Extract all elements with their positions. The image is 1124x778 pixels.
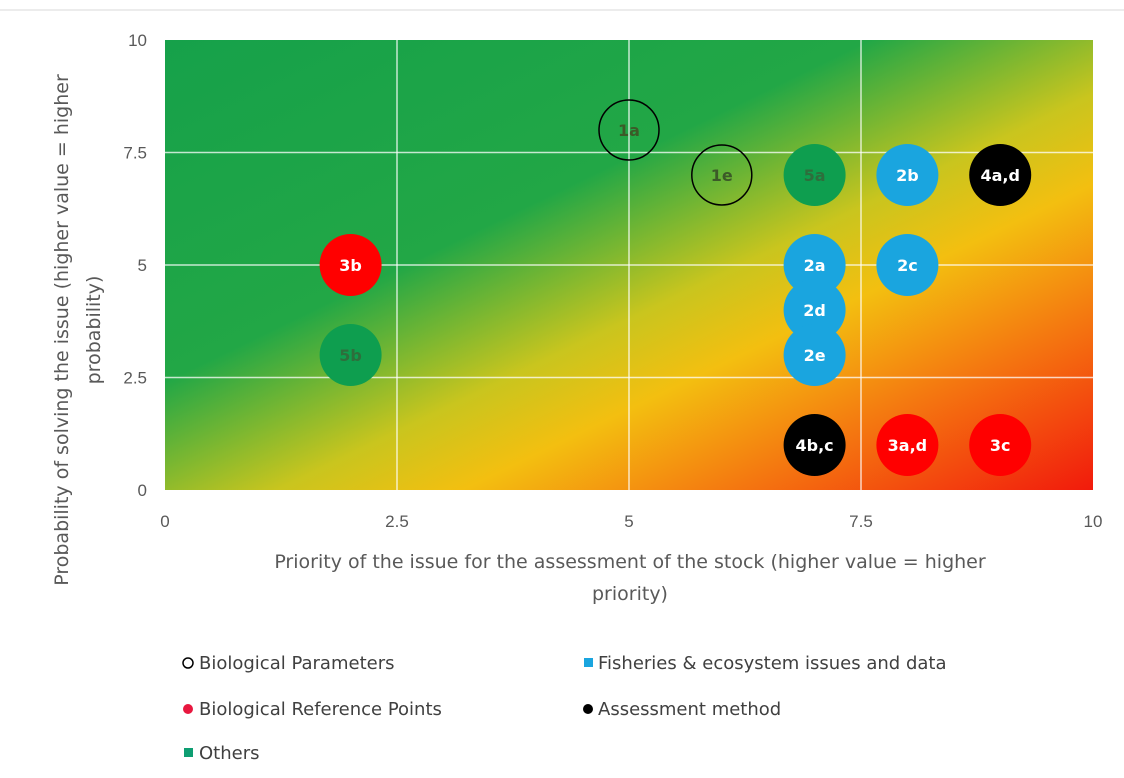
bubble-circle: [319, 234, 382, 296]
legend-label: Assessment method: [598, 699, 781, 720]
bubble-4ad: 4a,d: [969, 144, 1032, 206]
open-circle-icon: [182, 657, 194, 669]
bubble-label: 3a,d: [888, 436, 927, 455]
legend-label: Others: [199, 743, 260, 764]
bubble-2d: 2d: [783, 279, 846, 341]
bubble-3ad: 3a,d: [876, 414, 939, 476]
bubble-circle: [969, 144, 1032, 206]
bubble-label: 2d: [803, 301, 826, 320]
legend-item-assessment-method: Assessment method: [583, 699, 781, 720]
y-axis-title-line1: Probability of solving the issue (higher…: [51, 74, 73, 586]
bubble-circle: [969, 414, 1032, 476]
bubble-label: 5b: [339, 346, 362, 365]
bubble-circle: [783, 279, 846, 341]
bubble-label: 1a: [618, 121, 640, 140]
bubble-label: 2a: [804, 256, 826, 275]
bubble-1e: 1e: [691, 144, 753, 206]
legend-label: Fisheries & ecosystem issues and data: [598, 653, 947, 674]
bubble-circle: [876, 414, 939, 476]
bubble-5a: 5a: [783, 144, 846, 206]
bubble-circle: [783, 324, 846, 386]
bubble-2c: 2c: [876, 234, 939, 296]
bubble-circle: [876, 234, 939, 296]
blue-square-icon: [584, 658, 593, 667]
bubble-5b: 5b: [319, 324, 382, 386]
bubble-circle: [783, 144, 846, 206]
bubble-circle: [598, 99, 660, 161]
bubble-2b: 2b: [876, 144, 939, 206]
bubble-label: 4a,d: [980, 166, 1019, 185]
bubble-3b: 3b: [319, 234, 382, 296]
y-tick-label: 7.5: [123, 144, 147, 163]
x-axis-title-line2: priority): [592, 583, 668, 605]
bubble-label: 5a: [804, 166, 826, 185]
y-tick-label: 2.5: [123, 369, 147, 388]
x-tick-label: 7.5: [849, 512, 873, 531]
legend-item-fisheries: Fisheries & ecosystem issues and data: [584, 653, 947, 674]
bubble-label: 2c: [897, 256, 918, 275]
bubble-label: 3c: [990, 436, 1011, 455]
y-axis-title-line2: probability): [83, 276, 105, 385]
data-points: 1a 1e 2b 2a 2c 2d 2e 3b 3a,d 3c 4a,d 4b,c 5a 5b: [319, 99, 1032, 476]
bubble-circle: [319, 324, 382, 386]
y-tick-label: 5: [138, 256, 147, 275]
y-tick-label: 10: [128, 31, 147, 50]
green-square-icon: [184, 748, 193, 757]
bubble-label: 2e: [804, 346, 826, 365]
legend-label: Biological Reference Points: [199, 699, 442, 720]
bubble-circle: [691, 144, 753, 206]
y-tick-label: 0: [138, 481, 147, 500]
axis-ticks: 0 2.5 5 7.5 10 0 2.5 5 7.5 10: [123, 31, 1102, 531]
legend-label: Biological Parameters: [199, 653, 394, 674]
bubble-label: 3b: [339, 256, 362, 275]
legend-item-biological-parameters: Biological Parameters: [182, 653, 394, 674]
bubble-circle: [783, 414, 846, 476]
legend-item-others: Others: [184, 743, 260, 764]
black-circle-icon: [583, 704, 593, 714]
x-tick-label: 0: [160, 512, 169, 531]
bubble-4bc: 4b,c: [783, 414, 846, 476]
bubble-2a: 2a: [783, 234, 846, 296]
x-tick-label: 5: [624, 512, 633, 531]
red-circle-icon: [183, 704, 193, 714]
legend-item-reference-points: Biological Reference Points: [183, 699, 442, 720]
bubble-label: 4b,c: [796, 436, 834, 455]
legend: Biological Parameters Fisheries & ecosys…: [182, 653, 947, 764]
bubble-1a: 1a: [598, 99, 660, 161]
x-axis-title-line1: Priority of the issue for the assessment…: [274, 551, 986, 573]
x-tick-label: 10: [1084, 512, 1103, 531]
bubble-circle: [876, 144, 939, 206]
bubble-label: 1e: [711, 166, 733, 185]
bubble-3c: 3c: [969, 414, 1032, 476]
bubble-circle: [783, 234, 846, 296]
bubble-label: 2b: [896, 166, 919, 185]
x-tick-label: 2.5: [385, 512, 409, 531]
bubble-2e: 2e: [783, 324, 846, 386]
